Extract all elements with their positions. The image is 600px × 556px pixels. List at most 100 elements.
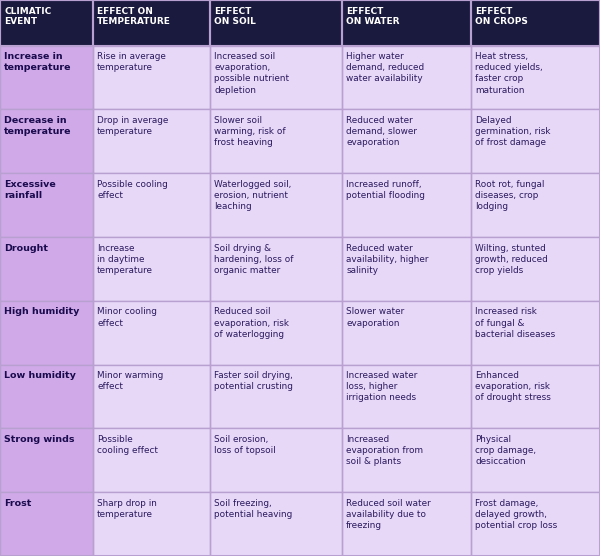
Bar [342, 492, 471, 556]
Text: Minor warming
effect: Minor warming effect [97, 371, 163, 391]
Bar [93, 365, 210, 428]
Bar [0, 110, 93, 173]
Bar [471, 492, 600, 556]
Text: Reduced water
availability, higher
salinity: Reduced water availability, higher salin… [346, 244, 429, 275]
Bar [210, 110, 342, 173]
Text: Excessive
rainfall: Excessive rainfall [4, 180, 56, 200]
Bar [0, 365, 93, 428]
Text: Frost damage,
delayed growth,
potential crop loss: Frost damage, delayed growth, potential … [475, 499, 557, 530]
Text: Decrease in
temperature: Decrease in temperature [4, 116, 72, 136]
Bar [471, 110, 600, 173]
Bar [342, 365, 471, 428]
Bar [0, 46, 93, 110]
Bar [0, 492, 93, 556]
Bar [93, 173, 210, 237]
Text: Drop in average
temperature: Drop in average temperature [97, 116, 169, 136]
Bar [210, 428, 342, 492]
Text: Increase
in daytime
temperature: Increase in daytime temperature [97, 244, 153, 275]
Text: Root rot, fungal
diseases, crop
lodging: Root rot, fungal diseases, crop lodging [475, 180, 545, 211]
Bar [471, 0, 600, 46]
Bar [471, 428, 600, 492]
Bar [210, 428, 342, 492]
Text: Slower soil
warming, risk of
frost heaving: Slower soil warming, risk of frost heavi… [214, 116, 286, 147]
Bar [210, 237, 342, 301]
Bar [342, 46, 471, 110]
Text: Slower water
evaporation: Slower water evaporation [346, 307, 404, 327]
Bar [210, 301, 342, 365]
Text: CLIMATIC
EVENT: CLIMATIC EVENT [4, 7, 52, 27]
Bar [0, 173, 93, 237]
Bar [471, 46, 600, 110]
Text: Strong winds: Strong winds [4, 435, 75, 444]
Bar [342, 301, 471, 365]
Bar [342, 365, 471, 428]
Bar [210, 110, 342, 173]
Bar [93, 492, 210, 556]
Bar [342, 428, 471, 492]
Bar [0, 46, 93, 110]
Bar [210, 173, 342, 237]
Bar [93, 110, 210, 173]
Text: Possible
cooling effect: Possible cooling effect [97, 435, 158, 455]
Text: Soil erosion,
loss of topsoil: Soil erosion, loss of topsoil [214, 435, 276, 455]
Bar [342, 492, 471, 556]
Bar [0, 428, 93, 492]
Bar [0, 173, 93, 237]
Bar [0, 492, 93, 556]
Bar [93, 492, 210, 556]
Bar [471, 365, 600, 428]
Bar [210, 46, 342, 110]
Bar [93, 0, 210, 46]
Text: Enhanced
evaporation, risk
of drought stress: Enhanced evaporation, risk of drought st… [475, 371, 551, 403]
Bar [210, 237, 342, 301]
Bar [0, 237, 93, 301]
Bar [471, 46, 600, 110]
Bar [0, 301, 93, 365]
Bar [0, 110, 93, 173]
Bar [471, 173, 600, 237]
Bar [342, 173, 471, 237]
Bar [342, 46, 471, 110]
Bar [210, 492, 342, 556]
Bar [0, 237, 93, 301]
Text: Physical
crop damage,
desiccation: Physical crop damage, desiccation [475, 435, 536, 466]
Bar [93, 46, 210, 110]
Bar [471, 0, 600, 46]
Bar [93, 301, 210, 365]
Bar [93, 428, 210, 492]
Bar [342, 237, 471, 301]
Bar [210, 0, 342, 46]
Text: Minor cooling
effect: Minor cooling effect [97, 307, 157, 327]
Text: Higher water
demand, reduced
water availability: Higher water demand, reduced water avail… [346, 52, 424, 83]
Text: Possible cooling
effect: Possible cooling effect [97, 180, 168, 200]
Bar [0, 0, 93, 46]
Bar [210, 173, 342, 237]
Bar [93, 237, 210, 301]
Bar [210, 492, 342, 556]
Bar [0, 428, 93, 492]
Bar [342, 110, 471, 173]
Bar [210, 0, 342, 46]
Bar [93, 0, 210, 46]
Bar [471, 237, 600, 301]
Text: Faster soil drying,
potential crusting: Faster soil drying, potential crusting [214, 371, 293, 391]
Bar [471, 301, 600, 365]
Bar [210, 301, 342, 365]
Bar [342, 173, 471, 237]
Text: Increased water
loss, higher
irrigation needs: Increased water loss, higher irrigation … [346, 371, 418, 403]
Text: Waterlogged soil,
erosion, nutrient
leaching: Waterlogged soil, erosion, nutrient leac… [214, 180, 292, 211]
Bar [93, 428, 210, 492]
Text: Increased runoff,
potential flooding: Increased runoff, potential flooding [346, 180, 425, 200]
Text: Reduced soil water
availability due to
freezing: Reduced soil water availability due to f… [346, 499, 431, 530]
Bar [0, 301, 93, 365]
Bar [342, 428, 471, 492]
Bar [0, 0, 93, 46]
Bar [342, 0, 471, 46]
Bar [471, 301, 600, 365]
Bar [93, 237, 210, 301]
Text: Low humidity: Low humidity [4, 371, 76, 380]
Text: Reduced water
demand, slower
evaporation: Reduced water demand, slower evaporation [346, 116, 417, 147]
Bar [210, 365, 342, 428]
Text: Increased risk
of fungal &
bacterial diseases: Increased risk of fungal & bacterial dis… [475, 307, 556, 339]
Bar [342, 301, 471, 365]
